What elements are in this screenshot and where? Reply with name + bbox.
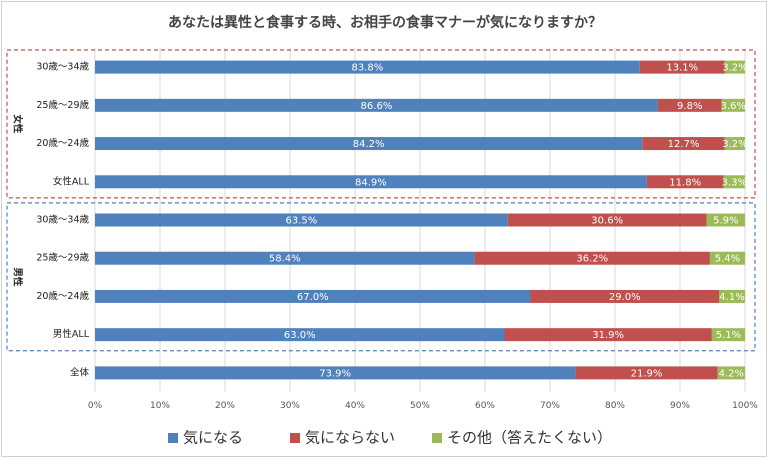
group-box xyxy=(6,49,756,199)
x-tick-label: 0% xyxy=(88,401,103,411)
x-tick-labels: 0% 10% 20% 30% 40% 50% 60% 70% 80% 90% 100% xyxy=(88,401,758,411)
data-label: 12.7% xyxy=(668,139,700,150)
x-tick-label: 40% xyxy=(345,401,365,411)
bar-segment xyxy=(724,60,745,74)
bar-segment xyxy=(95,98,658,112)
data-label: 9.8% xyxy=(677,101,702,112)
bar-segment xyxy=(504,328,712,342)
bars: 83.8% 13.1% 3.2% 86.6% 9.8% 3.6% 84.2% 12.7% 3.2… xyxy=(95,60,748,380)
data-label: 84.2% xyxy=(353,139,385,150)
data-label: 83.8% xyxy=(351,63,383,74)
bar-segment xyxy=(95,328,505,342)
category-label: 女性ALL xyxy=(53,175,90,187)
bar-segment xyxy=(95,366,576,380)
group-box xyxy=(6,202,756,352)
data-label: 11.8% xyxy=(669,177,701,188)
bar-segment xyxy=(646,175,724,189)
legend-label: 気になる xyxy=(183,429,243,447)
bar-segment xyxy=(530,289,719,303)
data-label: 36.2% xyxy=(576,254,608,265)
group-label: 女性 xyxy=(12,114,24,134)
data-label: 3.3% xyxy=(722,177,747,188)
bar-segment xyxy=(723,175,745,189)
x-tick-label: 90% xyxy=(670,401,690,411)
data-label: 84.9% xyxy=(355,177,387,188)
category-label: 全体 xyxy=(70,366,90,378)
bar-segment xyxy=(709,251,745,265)
category-label: 男性ALL xyxy=(53,328,90,340)
data-label: 73.9% xyxy=(319,368,351,379)
bar-segment xyxy=(706,213,745,227)
data-label: 5.1% xyxy=(716,330,741,341)
bar-segment xyxy=(711,328,745,342)
data-label: 63.5% xyxy=(285,216,317,227)
category-label: 20歳〜24歳 xyxy=(36,137,89,149)
bar-segment xyxy=(575,366,718,380)
legend: 気になる 気にならない その他（答えたくない） xyxy=(168,429,612,447)
bar-segment xyxy=(642,137,725,151)
x-tick-label: 70% xyxy=(540,401,560,411)
data-label: 30.6% xyxy=(591,216,623,227)
bar-segment xyxy=(95,60,640,74)
bar-segment xyxy=(507,213,707,227)
data-label: 63.0% xyxy=(284,330,316,341)
bar-segment xyxy=(639,60,725,74)
data-label: 3.6% xyxy=(721,101,746,112)
bar-segment xyxy=(721,98,745,112)
data-label: 29.0% xyxy=(609,292,641,303)
legend-label: 気にならない xyxy=(305,429,395,447)
bar-segment xyxy=(95,289,531,303)
bar-segment xyxy=(95,175,647,189)
category-label: 20歳〜24歳 xyxy=(36,290,89,302)
data-label: 3.2% xyxy=(722,139,747,150)
category-label: 25歳〜29歳 xyxy=(36,99,89,111)
x-tick-label: 80% xyxy=(605,401,625,411)
data-label: 4.1% xyxy=(719,292,744,303)
bar-segment xyxy=(95,251,475,265)
x-tick-label: 10% xyxy=(150,401,170,411)
x-tick-label: 20% xyxy=(215,401,235,411)
bar-segment xyxy=(95,213,508,227)
category-label: 30歳〜34歳 xyxy=(36,61,89,73)
legend-swatch xyxy=(290,433,300,443)
bar-segment xyxy=(474,251,710,265)
data-label: 5.4% xyxy=(715,254,740,265)
bar-segment xyxy=(719,289,745,303)
category-label: 30歳〜34歳 xyxy=(36,214,89,226)
x-tick-label: 50% xyxy=(410,401,430,411)
bar-segment xyxy=(724,137,745,151)
bar-segment xyxy=(95,137,643,151)
legend-label: その他（答えたくない） xyxy=(447,429,612,447)
bar-segment xyxy=(657,98,722,112)
data-label: 31.9% xyxy=(592,330,624,341)
data-label: 4.2% xyxy=(719,368,744,379)
data-label: 86.6% xyxy=(361,101,393,112)
data-label: 3.2% xyxy=(722,63,747,74)
x-tick-label: 30% xyxy=(280,401,300,411)
group-label: 男性 xyxy=(12,267,24,287)
chart-title: あなたは異性と食事する時、お相手の食事マナーが気になりますか？ xyxy=(168,14,602,31)
data-label: 58.4% xyxy=(269,254,301,265)
category-labels: 30歳〜34歳25歳〜29歳20歳〜24歳女性ALL30歳〜34歳25歳〜29歳… xyxy=(36,61,89,379)
data-label: 5.9% xyxy=(713,216,738,227)
x-tick-label: 60% xyxy=(475,401,495,411)
data-label: 67.0% xyxy=(297,292,329,303)
bar-segment xyxy=(717,366,745,380)
x-tick-label: 100% xyxy=(732,401,758,411)
category-label: 25歳〜29歳 xyxy=(36,252,89,264)
data-label: 21.9% xyxy=(631,368,663,379)
legend-swatch xyxy=(168,433,178,443)
legend-swatch xyxy=(432,433,442,443)
data-label: 13.1% xyxy=(666,63,698,74)
